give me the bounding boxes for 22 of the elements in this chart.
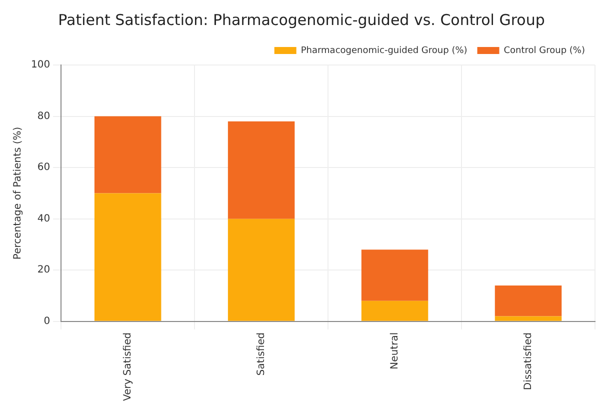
bar	[494, 316, 562, 321]
bar	[94, 193, 162, 321]
bar	[494, 285, 562, 316]
x-tick-label: Dissatisfied	[522, 332, 534, 390]
chart-title: Patient Satisfaction: Pharmacogenomic-guided vs. Control Group	[58, 10, 545, 29]
x-tick-label: Very Satisfied	[122, 332, 134, 401]
legend-label: Pharmacogenomic-guided Group (%)	[300, 46, 468, 56]
bar	[228, 218, 295, 321]
bar	[94, 116, 162, 194]
y-tick-label: 60	[37, 162, 50, 174]
legend-label: Control Group (%)	[504, 46, 586, 56]
y-axis-title: Percentage of Patients (%)	[12, 126, 24, 260]
x-tick-label: Neutral	[389, 332, 400, 370]
bar	[228, 121, 295, 219]
y-tick-label: 20	[37, 264, 50, 276]
bar	[361, 250, 428, 301]
y-tick-label: 80	[37, 110, 50, 122]
x-tick-label: Satisfied	[256, 332, 267, 376]
bar	[361, 300, 428, 321]
y-tick-label: 0	[44, 316, 50, 327]
y-tick-label: 40	[37, 213, 50, 224]
y-tick-label: 100	[30, 60, 50, 71]
